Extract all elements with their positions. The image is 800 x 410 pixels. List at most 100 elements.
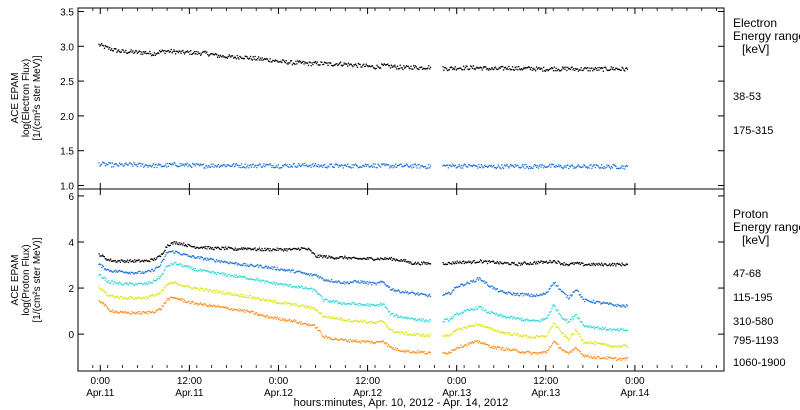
- electron-data-point: [569, 68, 572, 71]
- proton-data-point: [552, 284, 554, 286]
- electron-data-point: [200, 53, 203, 55]
- electron-data-point: [450, 165, 452, 167]
- electron-data-point: [551, 163, 553, 165]
- proton-data-point: [155, 310, 157, 312]
- proton-data-point: [605, 343, 607, 345]
- proton-data-point: [110, 311, 113, 313]
- electron-data-point: [558, 164, 560, 166]
- proton-data-point: [393, 315, 395, 317]
- electron-data-point: [477, 67, 479, 69]
- proton-data-point: [110, 258, 112, 260]
- proton-data-point: [260, 249, 262, 252]
- proton-data-point: [147, 281, 149, 283]
- proton-data-point: [535, 320, 538, 322]
- electron-data-point: [505, 164, 507, 166]
- proton-data-point: [168, 265, 171, 267]
- proton-data-point: [542, 293, 544, 295]
- proton-data-point: [444, 335, 446, 337]
- electron-data-point: [384, 64, 386, 66]
- electron-data-point: [308, 61, 310, 63]
- proton-data-point: [219, 261, 221, 264]
- proton-data-point: [136, 312, 138, 314]
- proton-data-point: [333, 281, 335, 283]
- proton-data-point: [599, 357, 601, 359]
- proton-legend-entry: 115-195: [733, 292, 773, 304]
- proton-data-point: [583, 324, 585, 327]
- electron-data-point: [501, 164, 503, 166]
- proton-data-point: [140, 313, 142, 315]
- proton-data-point: [413, 351, 416, 353]
- proton-data-point: [143, 312, 146, 314]
- proton-data-point: [529, 262, 531, 264]
- proton-data-point: [609, 345, 612, 348]
- proton-data-point: [361, 281, 363, 283]
- electron-data-point: [590, 164, 592, 166]
- electron-data-point: [388, 65, 391, 67]
- electron-data-point: [371, 65, 373, 67]
- electron-data-point: [592, 164, 595, 166]
- proton-data-point: [215, 306, 217, 308]
- electron-data-point: [383, 63, 385, 65]
- electron-data-point: [523, 67, 525, 69]
- proton-data-point: [270, 316, 272, 318]
- proton-data-point: [568, 264, 570, 267]
- proton-data-point: [392, 330, 394, 332]
- proton-data-point: [405, 316, 408, 319]
- electron-data-point: [548, 68, 550, 71]
- electron-data-point: [184, 165, 186, 167]
- proton-data-point: [558, 346, 560, 349]
- electron-data-point: [265, 163, 268, 166]
- proton-data-point: [502, 263, 504, 265]
- proton-data-point: [390, 346, 392, 348]
- electron-data-point: [296, 166, 298, 168]
- proton-data-point: [570, 319, 572, 321]
- proton-data-point: [455, 312, 457, 315]
- electron-data-point: [563, 166, 565, 168]
- proton-data-point: [98, 285, 100, 288]
- proton-data-point: [517, 265, 519, 267]
- proton-data-point: [355, 281, 358, 283]
- electron-data-point: [287, 63, 289, 65]
- electron-data-point: [314, 61, 317, 63]
- proton-data-point: [296, 322, 298, 324]
- proton-data-point: [421, 263, 424, 265]
- electron-data-point: [396, 65, 399, 67]
- proton-legend-entry: 47-68: [733, 268, 761, 280]
- proton-data-point: [595, 341, 597, 343]
- electron-data-point: [188, 164, 190, 166]
- electron-data-point: [307, 166, 310, 168]
- proton-data-point: [232, 262, 234, 264]
- proton-data-point: [226, 248, 228, 250]
- proton-data-point: [557, 309, 559, 311]
- proton-data-point: [510, 292, 512, 295]
- proton-data-point: [224, 261, 227, 263]
- electron-data-point: [545, 69, 547, 71]
- electron-data-point: [561, 167, 564, 169]
- proton-data-point: [224, 260, 226, 262]
- electron-data-point: [476, 165, 478, 167]
- proton-data-point: [622, 345, 624, 347]
- proton-data-point: [531, 296, 533, 298]
- proton-data-point: [482, 261, 484, 264]
- proton-data-point: [219, 290, 221, 292]
- electron-data-point: [165, 50, 167, 52]
- proton-data-point: [355, 280, 357, 282]
- proton-data-point: [463, 310, 465, 312]
- proton-data-point: [201, 304, 204, 306]
- electron-data-point: [129, 51, 131, 53]
- proton-data-point: [295, 285, 297, 287]
- proton-data-point: [234, 295, 236, 297]
- electron-data-point: [495, 167, 498, 169]
- proton-data-point: [325, 298, 327, 300]
- electron-data-point: [512, 68, 515, 71]
- proton-data-point: [298, 322, 300, 324]
- proton-data-point: [205, 257, 207, 259]
- proton-data-point: [411, 263, 413, 265]
- electron-data-point: [322, 64, 324, 66]
- proton-data-point: [449, 262, 451, 265]
- electron-data-point: [408, 166, 410, 168]
- proton-data-point: [308, 325, 310, 327]
- electron-data-point: [443, 164, 445, 166]
- proton-data-point: [394, 258, 396, 260]
- electron-data-point: [610, 66, 613, 68]
